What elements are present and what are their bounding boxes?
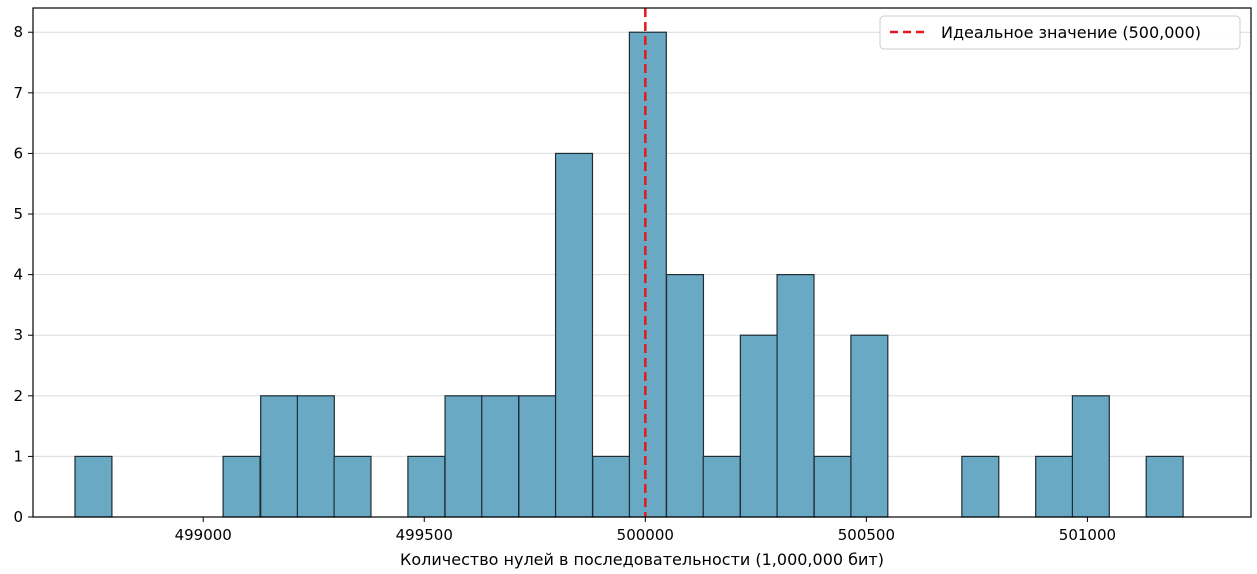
x-tick-label: 500000 [617,526,674,544]
legend: Идеальное значение (500,000) [879,15,1241,50]
y-tick-label: 0 [13,508,23,526]
histogram-bar [850,334,889,518]
x-axis-title: Количество нулей в последовательности (1… [400,550,884,569]
histogram-bar [739,334,778,518]
x-tick-label: 499500 [396,526,453,544]
histogram-bar [961,455,1000,518]
y-tick-label: 8 [13,23,23,41]
x-tick-label: 499000 [175,526,232,544]
histogram-bar [444,395,483,518]
histogram-bar [333,455,372,518]
histogram-bar [702,455,741,518]
y-tick-label: 2 [13,387,23,405]
x-tick-label: 500500 [838,526,895,544]
histogram-bar [628,31,667,518]
y-tick-label: 3 [13,326,23,344]
histogram-bar [665,274,705,518]
y-axis-ticks: 0 1 2 3 4 5 6 7 8 [13,23,33,526]
y-tick-label: 7 [13,84,23,102]
histogram-bar [592,455,631,518]
legend-box [879,15,1241,50]
x-tick-label: 501000 [1059,526,1116,544]
y-tick-label: 5 [13,205,23,223]
histogram-bar [776,274,815,518]
histogram-bar [222,455,261,518]
histogram-bar [554,152,594,518]
histogram-bar [74,455,113,518]
histogram-bar [813,455,852,518]
histogram-bar [407,455,446,518]
histogram-bar [1071,395,1110,518]
histogram-bars [74,31,1184,518]
y-tick-label: 1 [13,447,23,465]
histogram-bar [481,395,520,518]
histogram-bar [260,395,299,518]
histogram-bar [518,395,557,518]
histogram-bar [1145,455,1184,518]
y-tick-label: 6 [13,144,23,162]
plot-frame [32,7,1252,518]
x-axis-ticks: 499000 499500 500000 500500 501000 [175,517,1116,544]
histogram-bar [1035,455,1074,518]
histogram-bar [296,395,335,518]
y-tick-label: 4 [13,266,23,284]
legend-label-ideal-value: Идеальное значение (500,000) [941,23,1201,42]
